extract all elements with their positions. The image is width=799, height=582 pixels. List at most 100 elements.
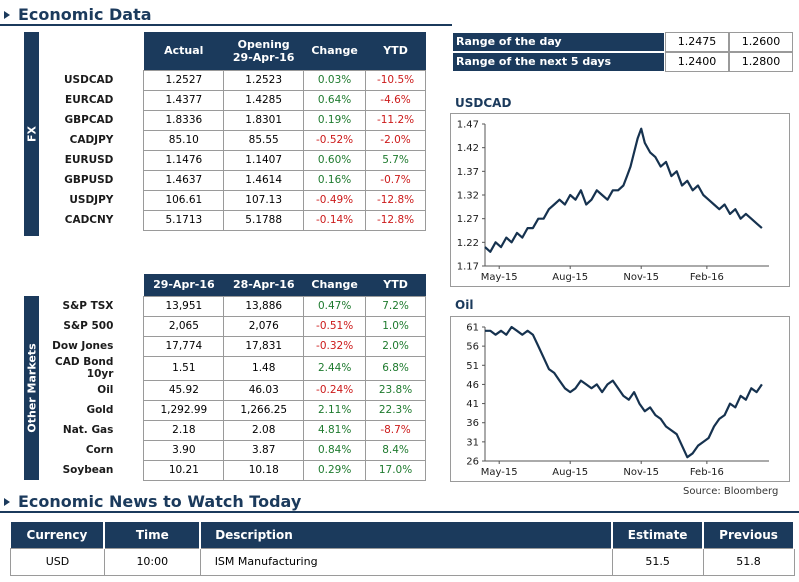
fx-ytd: 5.7% [365,149,426,171]
market-prev: 3.87 [223,439,305,461]
fx-header-opening: Opening 29-Apr-16 [223,32,304,70]
fx-row: EURUSD 1.1476 1.1407 0.60% 5.7% [39,149,426,171]
oil-y-tick-label: 41 [466,399,479,410]
range-day-high: 1.2600 [729,32,793,52]
news-header-time: Time [104,522,202,548]
usdcad-x-tick-label: Aug-15 [552,272,588,283]
oil-series-line [485,325,763,459]
usdcad-y-tick-label: 1.17 [457,262,479,273]
market-row: S&P 500 2,065 2,076 -0.51% 1.0% [39,315,426,337]
fx-actual: 1.8336 [143,109,225,131]
usdcad-x-tick-label: Feb-16 [690,272,724,283]
fx-change: -0.14% [303,209,367,231]
range-five-low: 1.2400 [665,52,729,72]
market-ytd: 8.4% [365,439,426,461]
market-today: 2,065 [143,315,225,337]
market-change: 0.84% [303,439,367,461]
section-arrow-icon [4,498,10,506]
fx-actual: 1.2527 [143,69,225,91]
market-label: CAD Bond 10yr [39,356,144,380]
market-today: 17,774 [143,335,225,357]
fx-row: EURCAD 1.4377 1.4285 0.64% -4.6% [39,89,426,111]
market-change: 0.29% [303,459,367,481]
market-prev: 17,831 [223,335,305,357]
news-currency: USD [10,547,105,576]
market-change: 4.81% [303,419,367,441]
fx-opening: 5.1788 [223,209,305,231]
news-header-currency: Currency [10,522,106,548]
market-ytd: 2.0% [365,335,426,357]
fx-actual: 106.61 [143,189,225,211]
fx-opening: 1.8301 [223,109,305,131]
market-label: Soybean [39,460,144,480]
market-row: CAD Bond 10yr 1.51 1.48 2.44% 6.8% [39,355,426,381]
market-ytd: 7.2% [365,295,426,317]
market-ytd: 17.0% [365,459,426,481]
fx-opening: 1.4614 [223,169,305,191]
market-prev: 2,076 [223,315,305,337]
fx-pair-label: EURCAD [39,90,144,110]
fx-pair-label: CADJPY [39,130,144,150]
fx-pair-label: EURUSD [39,150,144,170]
markets-header-prev: 28-Apr-16 [223,274,304,296]
fx-opening: 107.13 [223,189,305,211]
fx-change: -0.52% [303,129,367,151]
fx-ytd: -12.8% [365,209,426,231]
usdcad-y-tick-label: 1.27 [457,214,479,225]
usdcad-y-tick-label: 1.37 [457,167,479,178]
market-ytd: 23.8% [365,379,426,401]
fx-pair-label: CADCNY [39,210,144,230]
fx-change: 0.16% [303,169,367,191]
fx-ytd: -2.0% [365,129,426,151]
market-row: Oil 45.92 46.03 -0.24% 23.8% [39,379,426,401]
market-row: Corn 3.90 3.87 0.84% 8.4% [39,439,426,461]
market-prev: 46.03 [223,379,305,401]
market-change: 2.44% [303,355,367,381]
oil-chart-title: Oil [455,298,474,312]
fx-change: -0.49% [303,189,367,211]
news-estimate: 51.5 [611,547,704,576]
market-today: 45.92 [143,379,225,401]
market-change: -0.24% [303,379,367,401]
market-ytd: -8.7% [365,419,426,441]
market-label: Corn [39,440,144,460]
oil-y-tick-label: 61 [466,323,479,334]
fx-pair-label: GBPCAD [39,110,144,130]
fx-change: 0.03% [303,69,367,91]
oil-y-tick-label: 26 [466,457,479,468]
oil-chart: 61 56 51 46 41 36 31 26 May-15 Aug-15 Nov-15 Feb-16 [450,316,790,482]
section-arrow-icon [4,11,10,19]
markets-header-change: Change [303,274,366,296]
economic-data-heading: Economic Data [0,4,452,26]
range-day-label: Range of the day [452,32,665,52]
source-note: Source: Bloomberg [683,486,779,497]
oil-y-tick-label: 51 [466,361,479,372]
market-label: S&P 500 [39,316,144,336]
fx-pair-label: GBPUSD [39,170,144,190]
market-change: 0.47% [303,295,367,317]
oil-y-tick-label: 36 [466,418,479,429]
market-row: Soybean 10.21 10.18 0.29% 17.0% [39,459,426,481]
fx-opening: 1.4285 [223,89,305,111]
market-change: -0.32% [303,335,367,357]
fx-actual: 85.10 [143,129,225,151]
market-label: Oil [39,380,144,400]
market-change: 2.11% [303,399,367,421]
fx-band: FX [24,32,39,236]
fx-table: Actual Opening 29-Apr-16 Change YTD USDC… [39,32,426,231]
market-ytd: 6.8% [365,355,426,381]
fx-row: USDJPY 106.61 107.13 -0.49% -12.8% [39,189,426,211]
usdcad-chart-title: USDCAD [455,96,512,110]
market-prev: 13,886 [223,295,305,317]
market-row: Nat. Gas 2.18 2.08 4.81% -8.7% [39,419,426,441]
fx-header-change: Change [303,32,366,70]
fx-ytd: -10.5% [365,69,426,91]
markets-header-today: 29-Apr-16 [143,274,224,296]
fx-actual: 1.4377 [143,89,225,111]
market-row: Gold 1,292.99 1,266.25 2.11% 22.3% [39,399,426,421]
usdcad-y-tick-label: 1.47 [457,120,479,131]
oil-y-tick-label: 56 [466,342,479,353]
